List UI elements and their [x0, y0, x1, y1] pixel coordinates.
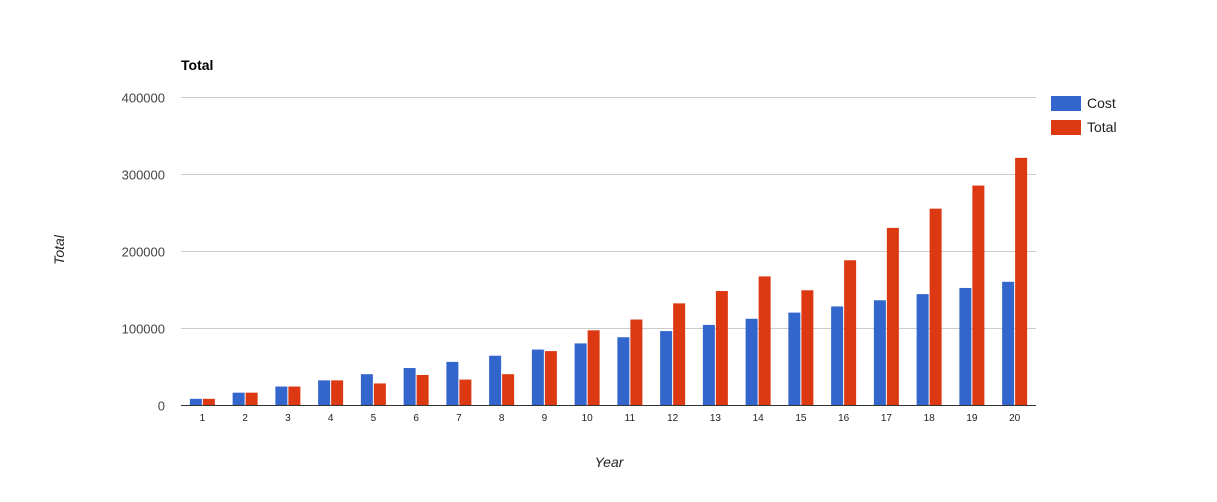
bar-total-20 — [1015, 157, 1028, 405]
bar-cost-14 — [745, 318, 758, 405]
bar-cost-2 — [232, 392, 245, 405]
bar-total-6 — [416, 374, 429, 405]
bar-total-8 — [502, 374, 515, 405]
bar-cost-15 — [788, 312, 801, 405]
bar-total-11 — [630, 319, 643, 405]
x-tick-label: 17 — [881, 413, 893, 424]
bar-total-2 — [245, 392, 258, 405]
bar-cost-7 — [446, 361, 459, 405]
bar-cost-1 — [189, 398, 202, 405]
bar-cost-12 — [660, 331, 673, 405]
x-tick-label: 11 — [625, 413, 636, 424]
bar-total-17 — [886, 227, 899, 405]
bar-total-16 — [844, 260, 857, 405]
x-tick-label: 15 — [795, 413, 807, 424]
bar-cost-13 — [702, 324, 715, 405]
x-tick-label: 7 — [456, 413, 462, 424]
x-tick-label: 13 — [710, 413, 722, 424]
bar-cost-19 — [959, 287, 972, 405]
x-tick-label: 5 — [371, 413, 377, 424]
x-axis-ticks: 1 2 3 4 5 6 7 8 9 10 11 12 13 14 15 16 17 18 19 20 — [200, 413, 1021, 424]
bar-cost-4 — [318, 380, 331, 405]
bar-total-3 — [288, 386, 301, 405]
x-tick-label: 20 — [1009, 413, 1021, 424]
bar-cost-18 — [916, 294, 929, 405]
x-tick-label: 14 — [753, 413, 765, 424]
y-tick-label: 400000 — [122, 91, 165, 106]
x-tick-label: 19 — [966, 413, 978, 424]
bar-cost-8 — [489, 355, 502, 405]
bar-cost-5 — [360, 374, 373, 405]
legend-swatch-total — [1051, 120, 1081, 135]
bars — [189, 157, 1028, 405]
y-tick-label: 100000 — [122, 322, 165, 337]
bar-cost-9 — [531, 349, 544, 405]
y-tick-label: 0 — [158, 399, 165, 414]
y-axis-title: Total — [51, 234, 67, 265]
x-tick-label: 18 — [924, 413, 936, 424]
x-tick-label: 8 — [499, 413, 505, 424]
x-tick-label: 2 — [242, 413, 248, 424]
y-tick-label: 300000 — [122, 168, 165, 183]
y-axis-ticks: 0 100000 200000 300000 400000 — [122, 91, 165, 414]
bar-total-14 — [758, 276, 771, 405]
bar-cost-17 — [873, 300, 886, 405]
bar-total-4 — [331, 380, 344, 405]
bar-cost-6 — [403, 368, 416, 405]
x-tick-label: 4 — [328, 413, 334, 424]
x-tick-label: 1 — [200, 413, 206, 424]
legend: Cost Total — [1051, 95, 1117, 135]
bar-cost-11 — [617, 337, 630, 405]
bar-total-5 — [373, 383, 386, 405]
bar-total-9 — [544, 351, 557, 405]
legend-swatch-cost — [1051, 96, 1081, 111]
bar-cost-16 — [831, 306, 844, 405]
legend-label-cost: Cost — [1087, 95, 1116, 111]
x-tick-label: 9 — [542, 413, 548, 424]
bar-total-18 — [929, 208, 942, 405]
bar-total-15 — [801, 290, 814, 405]
bar-total-19 — [972, 185, 985, 405]
legend-label-total: Total — [1087, 119, 1117, 135]
bar-total-10 — [587, 330, 600, 405]
chart-title: Total — [181, 57, 213, 73]
bar-cost-20 — [1002, 281, 1015, 405]
x-tick-label: 16 — [838, 413, 850, 424]
y-tick-label: 200000 — [122, 245, 165, 260]
x-tick-label: 10 — [582, 413, 594, 424]
x-tick-label: 3 — [285, 413, 291, 424]
bar-cost-10 — [574, 343, 587, 405]
bar-total-12 — [673, 303, 686, 405]
bar-cost-3 — [275, 386, 288, 405]
gridlines — [181, 97, 1036, 329]
x-tick-label: 12 — [667, 413, 679, 424]
bar-total-1 — [202, 398, 215, 405]
bar-total-7 — [459, 379, 472, 405]
x-axis-title: Year — [595, 454, 625, 470]
x-tick-label: 6 — [413, 413, 419, 424]
bar-total-13 — [715, 291, 728, 405]
